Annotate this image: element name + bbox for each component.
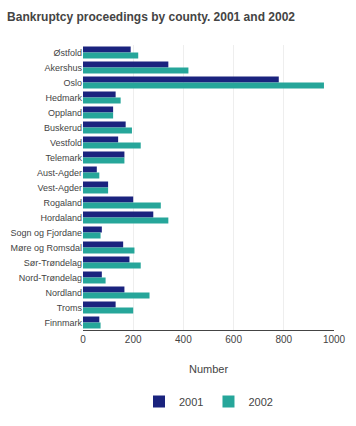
svg-text:Number: Number (189, 363, 228, 375)
svg-text:Oslo: Oslo (63, 78, 82, 88)
svg-text:Telemark: Telemark (45, 153, 82, 163)
svg-text:800: 800 (275, 334, 292, 345)
svg-text:2001: 2001 (179, 396, 203, 408)
svg-text:2002: 2002 (248, 396, 272, 408)
svg-text:Sogn og Fjordane: Sogn og Fjordane (10, 228, 82, 238)
svg-text:Nord-Trøndelag: Nord-Trøndelag (19, 273, 82, 283)
svg-text:Troms: Troms (57, 303, 83, 313)
svg-text:400: 400 (175, 334, 192, 345)
svg-text:Østfold: Østfold (53, 48, 82, 58)
svg-text:Finnmark: Finnmark (44, 318, 82, 328)
svg-text:Hordaland: Hordaland (40, 213, 82, 223)
svg-text:Buskerud: Buskerud (44, 123, 82, 133)
svg-text:Akershus: Akershus (44, 63, 82, 73)
svg-text:Vestfold: Vestfold (50, 138, 82, 148)
svg-text:Møre og Romsdal: Møre og Romsdal (10, 243, 82, 253)
svg-text:Nordland: Nordland (45, 288, 82, 298)
svg-text:1000: 1000 (323, 334, 346, 345)
svg-text:Hedmark: Hedmark (45, 93, 82, 103)
svg-text:Sør-Trøndelag: Sør-Trøndelag (24, 258, 82, 268)
svg-text:0: 0 (80, 334, 86, 345)
svg-text:200: 200 (125, 334, 142, 345)
svg-text:Bankruptcy proceedings by coun: Bankruptcy proceedings by county. 2001 a… (7, 10, 295, 24)
svg-text:Vest-Agder: Vest-Agder (37, 183, 82, 193)
svg-text:Oppland: Oppland (48, 108, 82, 118)
svg-text:Aust-Agder: Aust-Agder (37, 168, 82, 178)
svg-text:Rogaland: Rogaland (43, 198, 82, 208)
svg-text:600: 600 (225, 334, 242, 345)
